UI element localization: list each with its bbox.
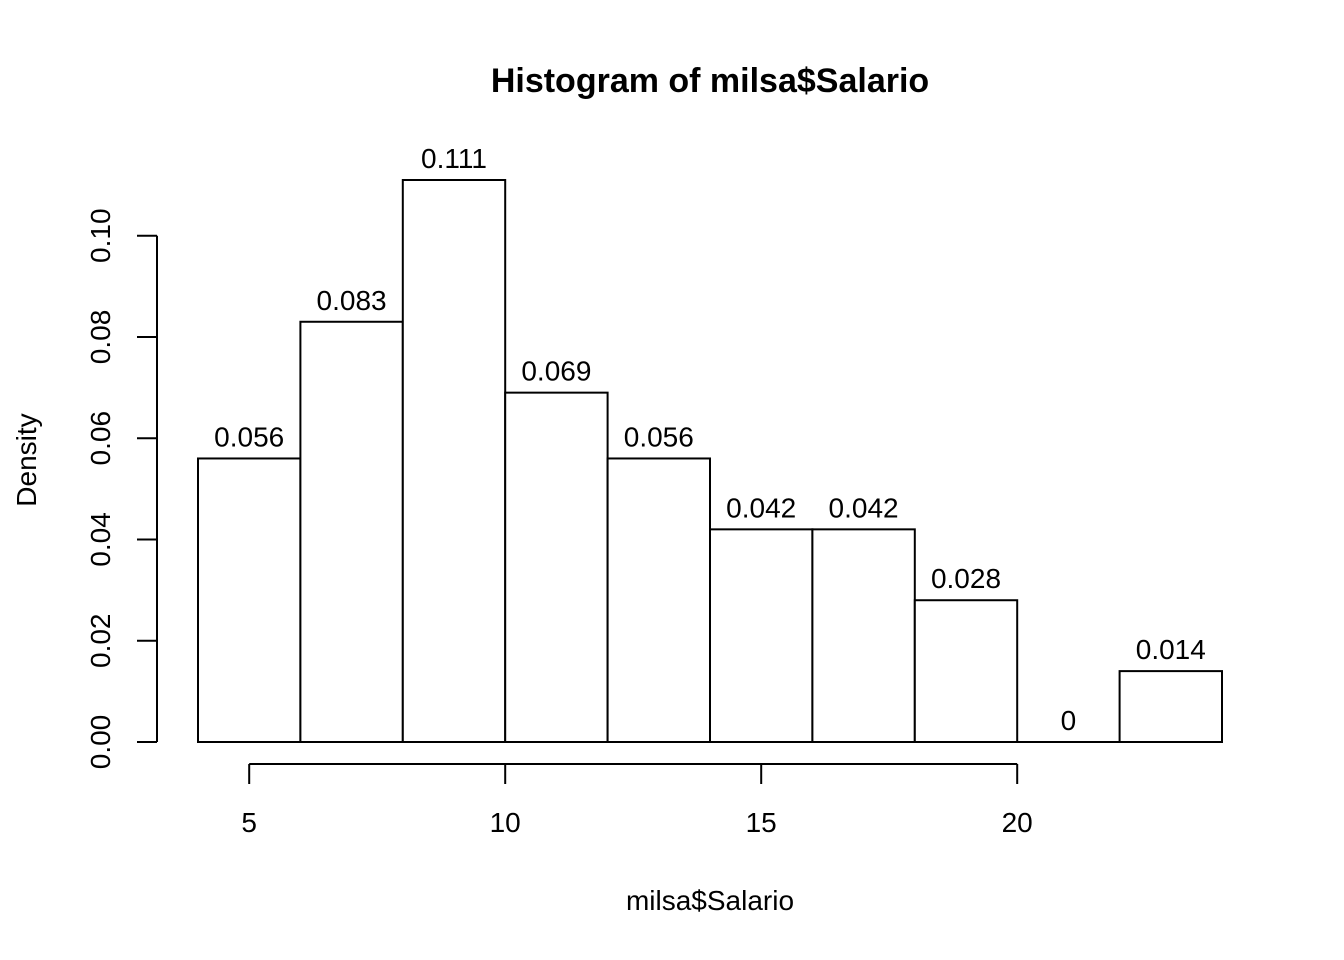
bar-labels-group: 0.056 0.083 0.111 0.069 0.056 0.042 0.042 0.028…: [214, 143, 1206, 736]
bar-data-label: 0.056: [624, 421, 694, 452]
histogram-bar: [606, 457, 711, 743]
bar-data-label: 0.069: [521, 356, 591, 387]
histogram-bar: [811, 528, 916, 744]
y-axis-label: Density: [11, 413, 42, 506]
histogram-bar: [1118, 670, 1223, 744]
x-tick-label: 10: [490, 807, 521, 838]
y-tick-label: 0.02: [85, 613, 116, 668]
x-tick-label: 5: [241, 807, 257, 838]
bar-data-label: 0.083: [317, 285, 387, 316]
bar-data-label: 0.014: [1136, 634, 1206, 665]
x-tick-label: 15: [746, 807, 777, 838]
histogram-bar: [197, 457, 302, 743]
histogram-bar: [299, 320, 404, 743]
histogram-bar: [709, 528, 814, 744]
bar-data-label: 0.042: [726, 492, 796, 523]
bar-data-label: 0.111: [421, 143, 487, 174]
y-axis: 0.00 0.02 0.04 0.06 0.08 0.10: [85, 208, 158, 770]
y-tick-label: 0.00: [85, 715, 116, 770]
chart-title: Histogram of milsa$Salario: [491, 62, 929, 100]
bar-data-label: 0.056: [214, 421, 284, 452]
x-axis: 5 10 15 20: [241, 763, 1033, 838]
y-tick-label: 0.08: [85, 310, 116, 365]
bar-data-label: 0.028: [931, 563, 1001, 594]
y-tick-label: 0.10: [85, 208, 116, 263]
histogram-bar: [401, 179, 507, 743]
bar-data-label: 0.042: [829, 492, 899, 523]
histogram-bar: [504, 391, 609, 743]
bars-group: [197, 179, 1223, 744]
bar-data-label: 0: [1061, 705, 1077, 736]
y-tick-label: 0.06: [85, 411, 116, 466]
x-tick-label: 20: [1002, 807, 1033, 838]
y-tick-label: 0.04: [85, 512, 116, 567]
histogram-bar: [913, 599, 1019, 744]
x-axis-label: milsa$Salario: [626, 885, 794, 916]
